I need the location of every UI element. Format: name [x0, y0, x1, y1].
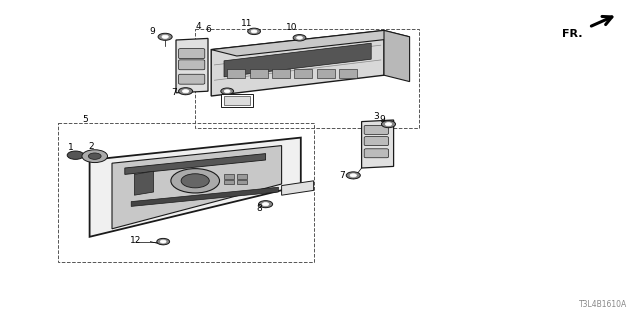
Circle shape	[157, 238, 170, 245]
Circle shape	[82, 150, 108, 163]
Polygon shape	[384, 30, 410, 82]
Circle shape	[381, 121, 396, 128]
Circle shape	[252, 30, 257, 33]
Text: 2: 2	[89, 142, 94, 151]
Bar	[294, 69, 312, 78]
Circle shape	[248, 28, 260, 35]
FancyBboxPatch shape	[364, 149, 388, 158]
Circle shape	[171, 169, 220, 193]
Text: T3L4B1610A: T3L4B1610A	[579, 300, 627, 309]
Circle shape	[385, 123, 392, 126]
Polygon shape	[362, 120, 394, 168]
Circle shape	[162, 35, 168, 38]
Text: 8: 8	[257, 204, 262, 213]
Bar	[317, 69, 335, 78]
Circle shape	[225, 90, 230, 92]
Polygon shape	[131, 187, 278, 206]
Text: 7: 7	[172, 88, 177, 97]
Circle shape	[221, 88, 234, 94]
Text: 1: 1	[68, 143, 73, 152]
Polygon shape	[282, 181, 314, 195]
Polygon shape	[90, 138, 301, 237]
Bar	[224, 174, 234, 179]
Bar	[237, 180, 247, 184]
Bar	[227, 69, 245, 78]
Circle shape	[67, 151, 84, 159]
Circle shape	[158, 33, 172, 40]
Text: 4: 4	[196, 22, 201, 31]
Text: 9: 9	[150, 27, 155, 36]
FancyBboxPatch shape	[179, 74, 205, 84]
Circle shape	[297, 36, 303, 39]
Text: FR.: FR.	[562, 29, 582, 39]
Bar	[224, 180, 234, 184]
Text: 7: 7	[340, 172, 345, 180]
FancyBboxPatch shape	[364, 137, 388, 146]
Text: 6: 6	[205, 25, 211, 34]
Bar	[250, 69, 268, 78]
Bar	[237, 174, 247, 179]
Text: 3: 3	[373, 112, 378, 121]
Polygon shape	[134, 171, 154, 195]
Polygon shape	[176, 38, 208, 93]
Circle shape	[293, 35, 306, 41]
Text: 5: 5	[83, 116, 88, 124]
Polygon shape	[211, 30, 384, 96]
Bar	[339, 69, 357, 78]
Circle shape	[259, 201, 273, 208]
Polygon shape	[211, 30, 410, 56]
Polygon shape	[112, 146, 282, 229]
Polygon shape	[224, 43, 371, 77]
Text: 10: 10	[286, 23, 298, 32]
Bar	[272, 69, 290, 78]
Circle shape	[350, 174, 356, 177]
FancyBboxPatch shape	[179, 49, 205, 59]
Text: 9: 9	[380, 115, 385, 124]
Circle shape	[160, 240, 166, 243]
Circle shape	[182, 90, 189, 93]
Circle shape	[179, 88, 193, 95]
FancyBboxPatch shape	[364, 125, 388, 134]
Bar	[224, 96, 250, 105]
Circle shape	[88, 153, 101, 159]
Text: 11: 11	[241, 19, 253, 28]
Polygon shape	[125, 154, 266, 174]
Bar	[221, 94, 253, 107]
Circle shape	[181, 174, 209, 188]
Circle shape	[346, 172, 360, 179]
Circle shape	[262, 203, 269, 206]
FancyBboxPatch shape	[179, 60, 205, 70]
Text: 12: 12	[130, 236, 141, 245]
